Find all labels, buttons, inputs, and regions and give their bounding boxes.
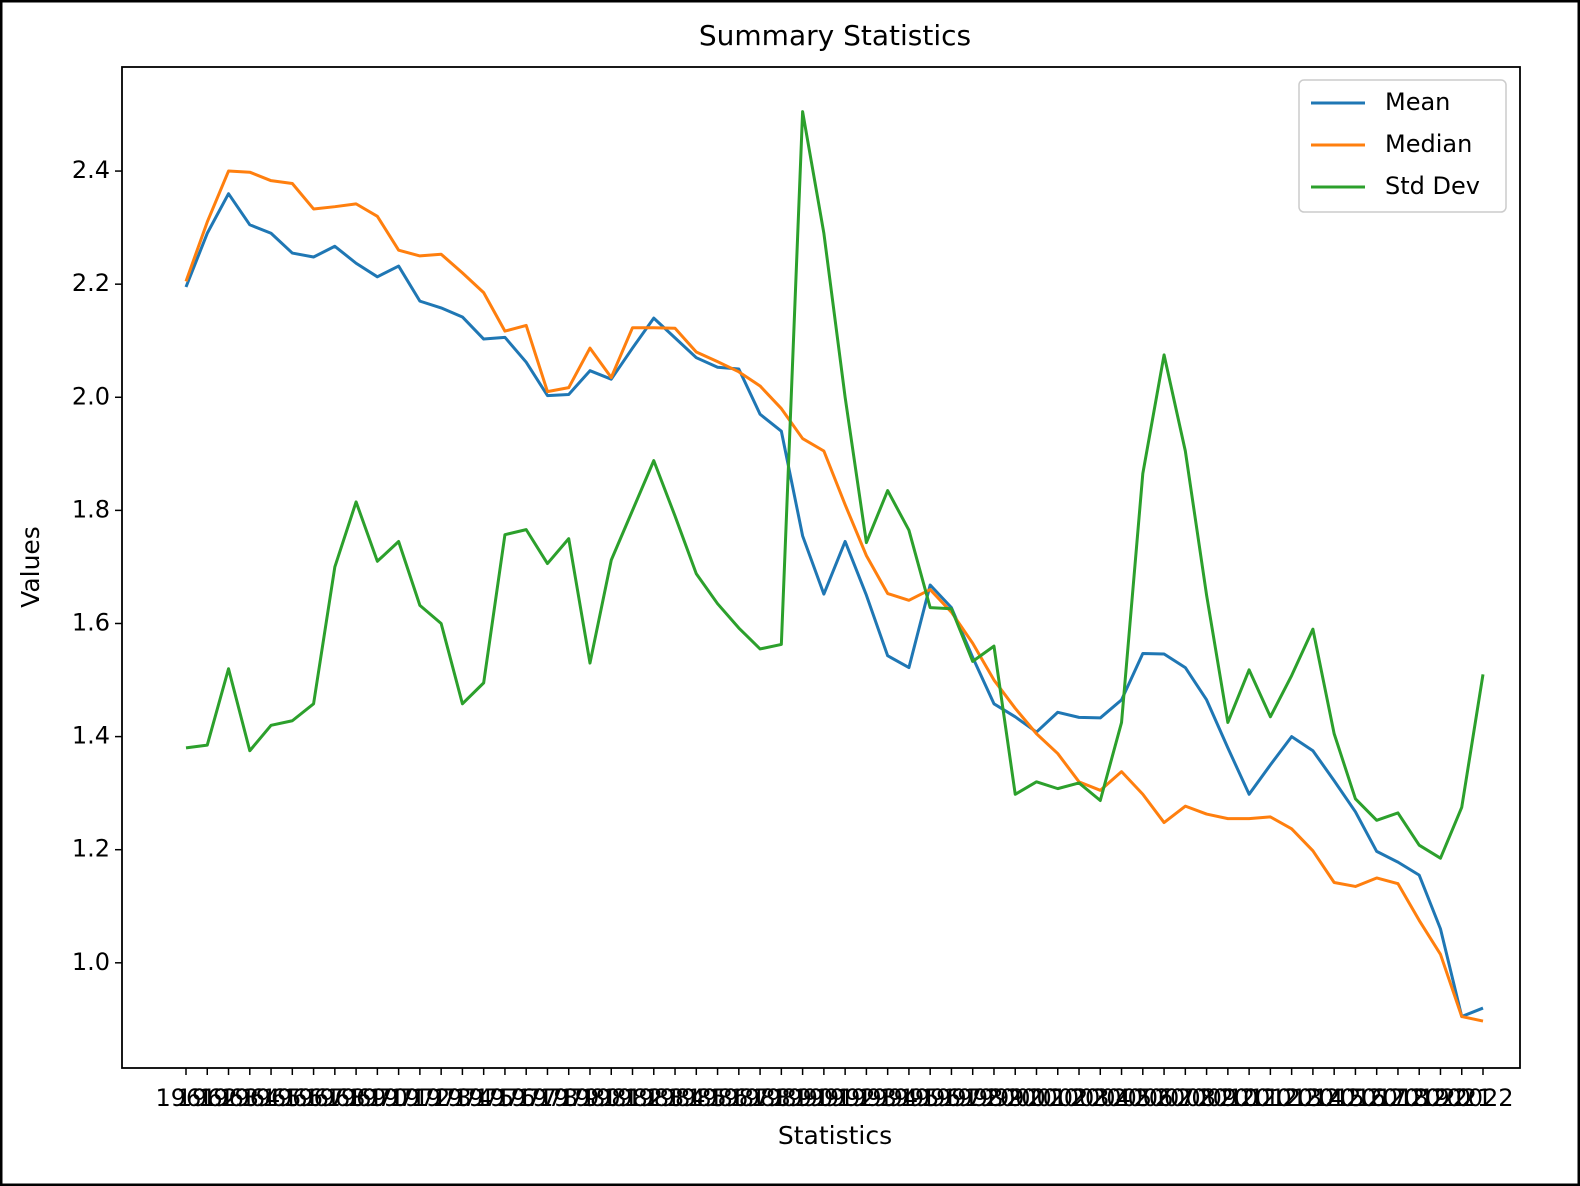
x-tick-label: 2022 xyxy=(1452,1084,1513,1112)
x-tick-label: 2011 xyxy=(1219,1084,1280,1112)
line-series xyxy=(184,169,1484,1023)
x-tick-label: 1994 xyxy=(857,1084,918,1112)
legend-label: Median xyxy=(1385,130,1472,158)
x-tick-label: 2009 xyxy=(1176,1084,1237,1112)
x-tick-label: 1975 xyxy=(453,1084,514,1112)
x-tick-label: 1980 xyxy=(559,1084,620,1112)
line-series xyxy=(185,110,1485,860)
chart-title: Summary Statistics xyxy=(699,19,971,52)
x-tick-label: 1999 xyxy=(963,1084,1024,1112)
x-tick-label: 2017 xyxy=(1346,1084,1407,1112)
x-tick-label: 1998 xyxy=(942,1084,1003,1112)
x-tick-label: 1974 xyxy=(432,1084,493,1112)
x-tick-label: 1989 xyxy=(751,1084,812,1112)
x-tick-label: 1992 xyxy=(815,1084,876,1112)
x-tick-label: 2019 xyxy=(1389,1084,1450,1112)
x-tick-label: 2010 xyxy=(1197,1084,1258,1112)
x-tick-label: 1973 xyxy=(411,1084,472,1112)
legend-label: Std Dev xyxy=(1385,172,1480,200)
x-tick-label: 1985 xyxy=(666,1084,727,1112)
x-tick-label: 2016 xyxy=(1325,1084,1386,1112)
y-tick-label: 2.0 xyxy=(72,382,110,410)
y-axis-label: Values xyxy=(16,526,45,608)
x-tick-label: 1964 xyxy=(219,1084,280,1112)
x-tick-label: 1971 xyxy=(368,1084,429,1112)
x-tick-label: 1961 xyxy=(155,1084,216,1112)
x-tick-label: 1981 xyxy=(581,1084,642,1112)
legend-box xyxy=(1298,79,1507,213)
x-tick-label: 2013 xyxy=(1261,1084,1322,1112)
legend-label: Mean xyxy=(1385,88,1450,116)
x-tick-label: 1983 xyxy=(623,1084,684,1112)
x-tick-label: 2000 xyxy=(985,1084,1046,1112)
x-tick-label: 1990 xyxy=(772,1084,833,1112)
x-tick-label: 1968 xyxy=(304,1084,365,1112)
x-tick-label: 1997 xyxy=(921,1084,982,1112)
x-tick-label: 1988 xyxy=(730,1084,791,1112)
plot-frame xyxy=(121,66,1521,1069)
x-tick-label: 2020 xyxy=(1410,1084,1471,1112)
x-tick-label: 2008 xyxy=(1155,1084,1216,1112)
x-tick-label: 1962 xyxy=(177,1084,238,1112)
x-tick-label: 1996 xyxy=(900,1084,961,1112)
x-tick-label: 2001 xyxy=(1006,1084,1067,1112)
x-tick-label: 2021 xyxy=(1431,1084,1492,1112)
x-tick-label: 2006 xyxy=(1112,1084,1173,1112)
x-tick-label: 1979 xyxy=(538,1084,599,1112)
x-tick-label: 1977 xyxy=(496,1084,557,1112)
x-tick-label: 2012 xyxy=(1240,1084,1301,1112)
x-tick-label: 1987 xyxy=(708,1084,769,1112)
x-tick-label: 2003 xyxy=(1048,1084,1109,1112)
x-tick-label: 1967 xyxy=(283,1084,344,1112)
y-tick-label: 2.4 xyxy=(72,156,110,184)
line-series xyxy=(184,192,1484,1019)
x-tick-label: 1963 xyxy=(198,1084,259,1112)
x-tick-label: 1978 xyxy=(517,1084,578,1112)
x-tick-label: 1976 xyxy=(474,1084,535,1112)
x-tick-label: 1986 xyxy=(687,1084,748,1112)
y-tick-label: 2.2 xyxy=(72,269,110,297)
x-tick-label: 2018 xyxy=(1367,1084,1428,1112)
x-tick-label: 2002 xyxy=(1027,1084,1088,1112)
x-tick-label: 2004 xyxy=(1070,1084,1131,1112)
x-tick-label: 1969 xyxy=(326,1084,387,1112)
x-tick-label: 2014 xyxy=(1282,1084,1343,1112)
x-tick-label: 1991 xyxy=(793,1084,854,1112)
x-tick-label: 1965 xyxy=(241,1084,302,1112)
x-tick-label: 1995 xyxy=(878,1084,939,1112)
y-tick-label: 1.0 xyxy=(72,948,110,976)
x-tick-label: 1993 xyxy=(836,1084,897,1112)
y-tick-label: 1.8 xyxy=(72,495,110,523)
x-tick-label: 1984 xyxy=(644,1084,705,1112)
y-tick-label: 1.2 xyxy=(72,835,110,863)
x-tick-label: 1972 xyxy=(389,1084,450,1112)
x-tick-label: 1966 xyxy=(262,1084,323,1112)
x-tick-label: 2005 xyxy=(1091,1084,1152,1112)
x-tick-label: 2015 xyxy=(1304,1084,1365,1112)
y-tick-label: 1.4 xyxy=(72,722,110,750)
y-tick-label: 1.6 xyxy=(72,608,110,636)
x-tick-label: 1982 xyxy=(602,1084,663,1112)
x-tick-label: 2007 xyxy=(1134,1084,1195,1112)
x-tick-label: 1970 xyxy=(347,1084,408,1112)
x-axis-label: Statistics xyxy=(778,1121,892,1150)
